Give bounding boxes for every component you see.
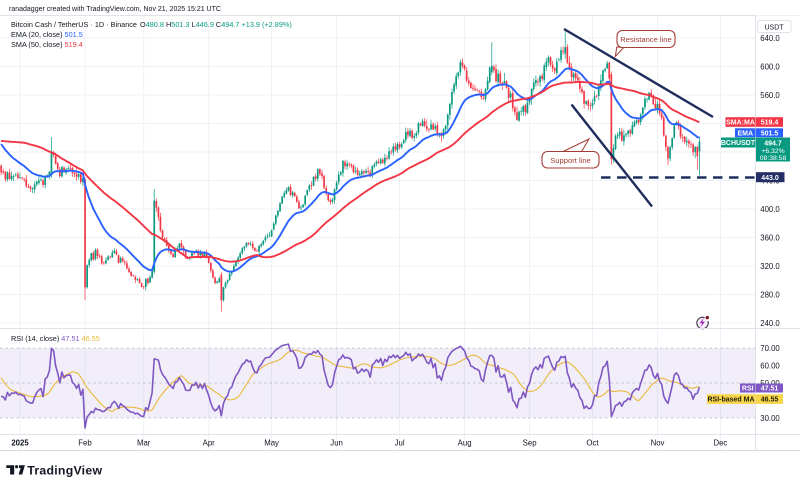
svg-text:Sep: Sep: [523, 439, 538, 448]
svg-text:Apr: Apr: [203, 439, 216, 448]
svg-text:Aug: Aug: [458, 439, 472, 448]
svg-text:30.00: 30.00: [760, 414, 780, 423]
svg-text:280.0: 280.0: [760, 290, 780, 299]
svg-text:SMA (50, close) 519.4: SMA (50, close) 519.4: [11, 40, 83, 49]
svg-text:RSI (14, close) 47.51 46.55: RSI (14, close) 47.51 46.55: [11, 334, 100, 343]
svg-text:519.4: 519.4: [761, 120, 779, 127]
svg-text:May: May: [264, 439, 279, 448]
svg-text:Bitcoin Cash / TetherUS · 1D ·: Bitcoin Cash / TetherUS · 1D · Binance O4…: [11, 20, 292, 29]
svg-text:RSI-based MA: RSI-based MA: [707, 397, 754, 404]
svg-text:Feb: Feb: [78, 439, 92, 448]
svg-text:USDT: USDT: [764, 24, 784, 31]
svg-text:Support line: Support line: [550, 156, 591, 165]
svg-text:47.51: 47.51: [761, 386, 779, 393]
svg-text:RSI: RSI: [742, 386, 754, 393]
svg-text:Resistance line: Resistance line: [620, 35, 672, 44]
svg-text:360.0: 360.0: [760, 233, 780, 242]
svg-text:320.0: 320.0: [760, 262, 780, 271]
svg-text:70.00: 70.00: [760, 344, 780, 353]
svg-text:443.0: 443.0: [761, 175, 779, 182]
svg-text:Jun: Jun: [330, 439, 343, 448]
svg-text:Nov: Nov: [651, 439, 665, 448]
svg-text:46.55: 46.55: [761, 397, 779, 404]
svg-text:Dec: Dec: [713, 439, 727, 448]
svg-text:60.00: 60.00: [760, 362, 780, 371]
svg-text:ranadagger created with Tradin: ranadagger created with TradingView.com,…: [9, 6, 221, 13]
svg-text:400.0: 400.0: [760, 205, 780, 214]
svg-text:TradingView: TradingView: [27, 464, 102, 478]
svg-text:600.0: 600.0: [760, 62, 780, 71]
svg-text:+6.32%: +6.32%: [761, 148, 784, 155]
svg-text:Mar: Mar: [137, 439, 151, 448]
svg-text:Jul: Jul: [395, 439, 405, 448]
svg-text:501.5: 501.5: [761, 130, 779, 137]
svg-text:BCHUSDT: BCHUSDT: [721, 140, 756, 147]
svg-text:EMA: EMA: [737, 130, 753, 137]
svg-text:494.7: 494.7: [764, 141, 782, 148]
svg-text:560.0: 560.0: [760, 91, 780, 100]
svg-text:640.0: 640.0: [760, 34, 780, 43]
svg-text:240.0: 240.0: [760, 319, 780, 328]
svg-text:SMA:MA: SMA:MA: [726, 120, 755, 127]
svg-text:08:38:58: 08:38:58: [760, 155, 787, 162]
svg-text:2025: 2025: [11, 439, 29, 448]
svg-text:Oct: Oct: [586, 439, 599, 448]
svg-text:EMA (20, close) 501.5: EMA (20, close) 501.5: [11, 30, 83, 39]
